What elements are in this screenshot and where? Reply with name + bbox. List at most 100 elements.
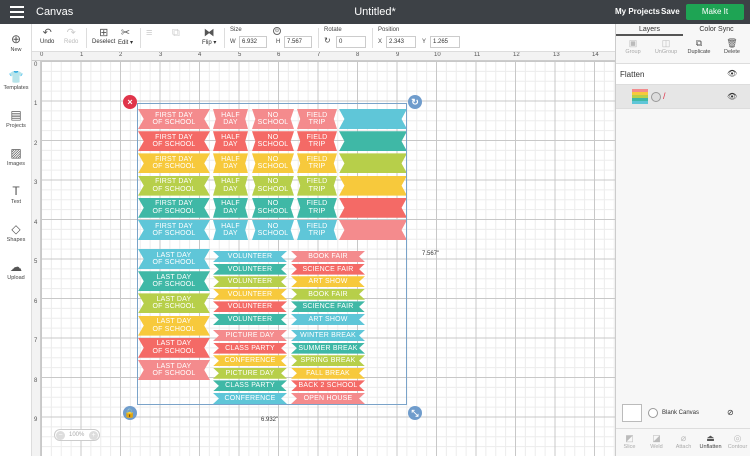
menu-icon[interactable] (10, 6, 24, 18)
blank-label[interactable] (339, 175, 407, 196)
pen-icon[interactable]: / (663, 91, 666, 101)
design-canvas[interactable]: FIRST DAY OF SCHOOL HALF DAY NO SCHOOL FIELD TR… (41, 61, 615, 456)
first-day-label[interactable]: FIRST DAY OF SCHOOL (138, 109, 210, 129)
event-label[interactable]: FALL BREAK (291, 367, 365, 379)
zoom-out-icon[interactable]: − (56, 431, 65, 440)
selection-box[interactable] (137, 103, 407, 405)
event-label[interactable]: SUMMER BREAK (291, 342, 365, 354)
volunteer-label[interactable]: VOLUNTEER (213, 251, 287, 262)
contour-button[interactable]: ◎ Contour (724, 433, 750, 450)
save-button[interactable]: Save (661, 7, 680, 16)
x-field[interactable]: 2.343 (386, 36, 416, 48)
deselect-button[interactable]: ⊞ Deselect (92, 27, 116, 45)
first-day-label[interactable]: FIRST DAY OF SCHOOL (138, 197, 210, 218)
event-label[interactable]: CLASS PARTY (213, 342, 287, 354)
undo-button[interactable]: ↶ Undo (40, 27, 55, 45)
event-label[interactable]: BACK 2 SCHOOL (291, 380, 365, 392)
zoom-control[interactable]: − 100% + (54, 429, 100, 441)
volunteer-label[interactable]: VOLUNTEER (213, 288, 287, 300)
last-day-label[interactable]: LAST DAY OF SCHOOL (138, 337, 210, 358)
delete-button[interactable]: 🗑 Delete (717, 38, 747, 55)
event-label[interactable]: CONFERENCE (213, 355, 287, 367)
half-day-label[interactable]: HALF DAY (213, 175, 248, 196)
blank-label[interactable] (339, 109, 407, 129)
my-projects-link[interactable]: My Projects (615, 7, 660, 16)
arrange-button[interactable]: ⧉ (172, 27, 180, 39)
blank-label[interactable] (339, 220, 407, 240)
canvas-swatch[interactable] (622, 404, 642, 422)
lock-handle-icon[interactable]: 🔒 (123, 406, 137, 420)
group-button[interactable]: ▣ Group (618, 38, 648, 55)
half-day-label[interactable]: HALF DAY (213, 131, 248, 152)
half-day-label[interactable]: HALF DAY (213, 220, 248, 240)
no-school-label[interactable]: NO SCHOOL (252, 197, 294, 218)
tab-layers[interactable]: Layers (616, 26, 683, 36)
field-trip-label[interactable]: FIELD TRIP (297, 197, 337, 218)
unflatten-button[interactable]: ⏏ Unflatten (697, 433, 724, 450)
fill-swatch-icon[interactable] (651, 92, 661, 102)
sidebar-item-templates[interactable]: 👕 Templates (0, 70, 32, 91)
eye-icon[interactable]: 👁 (727, 92, 738, 101)
width-field[interactable]: 6.932 (239, 36, 267, 48)
field-trip-label[interactable]: FIELD TRIP (297, 131, 337, 152)
event-label[interactable]: PICTURE DAY (213, 330, 287, 341)
rotate-field[interactable]: 0 (336, 36, 366, 48)
blank-label[interactable] (339, 197, 407, 218)
volunteer-label[interactable]: VOLUNTEER (213, 301, 287, 313)
hidden-eye-icon[interactable]: ⊘ (727, 408, 734, 417)
lock-icon[interactable]: ⊙ (273, 27, 281, 35)
volunteer-label[interactable]: VOLUNTEER (213, 263, 287, 275)
volunteer-label[interactable]: VOLUNTEER (213, 276, 287, 288)
event-label[interactable]: CONFERENCE (213, 393, 287, 404)
y-field[interactable]: 1.265 (430, 36, 460, 48)
blank-label[interactable] (339, 131, 407, 152)
field-trip-label[interactable]: FIELD TRIP (297, 175, 337, 196)
event-label[interactable]: SPRING BREAK (291, 355, 365, 367)
event-label[interactable]: SCIENCE FAIR (291, 301, 365, 313)
rotate-handle-icon[interactable]: ↻ (408, 95, 422, 109)
last-day-label[interactable]: LAST DAY OF SCHOOL (138, 249, 210, 269)
event-label[interactable]: ART SHOW (291, 314, 365, 325)
edit-menu-button[interactable]: ✂ Edit ▾ (118, 27, 134, 46)
blank-canvas-row[interactable]: Blank Canvas ⊘ (616, 402, 750, 424)
last-day-label[interactable]: LAST DAY OF SCHOOL (138, 360, 210, 380)
sidebar-item-text[interactable]: T Text (0, 184, 32, 205)
first-day-label[interactable]: FIRST DAY OF SCHOOL (138, 175, 210, 196)
no-school-label[interactable]: NO SCHOOL (252, 175, 294, 196)
duplicate-button[interactable]: ⧉ Duplicate (684, 38, 714, 55)
sidebar-item-new[interactable]: ⊕ New (0, 32, 32, 53)
last-day-label[interactable]: LAST DAY OF SCHOOL (138, 293, 210, 314)
no-school-label[interactable]: NO SCHOOL (252, 131, 294, 152)
event-label[interactable]: OPEN HOUSE (291, 393, 365, 404)
event-label[interactable]: SCIENCE FAIR (291, 263, 365, 275)
sidebar-item-shapes[interactable]: ◇ Shapes (0, 222, 32, 243)
eye-icon[interactable]: 👁 (727, 69, 738, 78)
slice-button[interactable]: ◩ Slice (616, 433, 643, 450)
sidebar-item-projects[interactable]: ▤ Projects (0, 108, 32, 129)
canvas-color-icon[interactable] (648, 408, 658, 418)
event-label[interactable]: ART SHOW (291, 276, 365, 288)
delete-handle-icon[interactable]: × (123, 95, 137, 109)
blank-label[interactable] (339, 153, 407, 174)
align-button[interactable]: ≡ (146, 27, 152, 39)
event-label[interactable]: PICTURE DAY (213, 367, 287, 379)
field-trip-label[interactable]: FIELD TRIP (297, 220, 337, 240)
field-trip-label[interactable]: FIELD TRIP (297, 153, 337, 174)
zoom-in-icon[interactable]: + (89, 431, 98, 440)
last-day-label[interactable]: LAST DAY OF SCHOOL (138, 271, 210, 292)
event-label[interactable]: WINTER BREAK (291, 330, 365, 341)
event-label[interactable]: BOOK FAIR (291, 251, 365, 262)
height-field[interactable]: 7.567 (284, 36, 312, 48)
ungroup-button[interactable]: ◫ UnGroup (651, 38, 681, 55)
sidebar-item-images[interactable]: ▨ Images (0, 146, 32, 167)
first-day-label[interactable]: FIRST DAY OF SCHOOL (138, 220, 210, 240)
no-school-label[interactable]: NO SCHOOL (252, 220, 294, 240)
half-day-label[interactable]: HALF DAY (213, 197, 248, 218)
volunteer-label[interactable]: VOLUNTEER (213, 314, 287, 325)
sidebar-item-upload[interactable]: ☁ Upload (0, 260, 32, 281)
layer-group-header[interactable]: Flatten 👁 (616, 63, 750, 85)
no-school-label[interactable]: NO SCHOOL (252, 153, 294, 174)
redo-button[interactable]: ↷ Redo (64, 27, 79, 45)
attach-button[interactable]: ⌀ Attach (670, 433, 697, 450)
tab-color-sync[interactable]: Color Sync (699, 26, 734, 33)
